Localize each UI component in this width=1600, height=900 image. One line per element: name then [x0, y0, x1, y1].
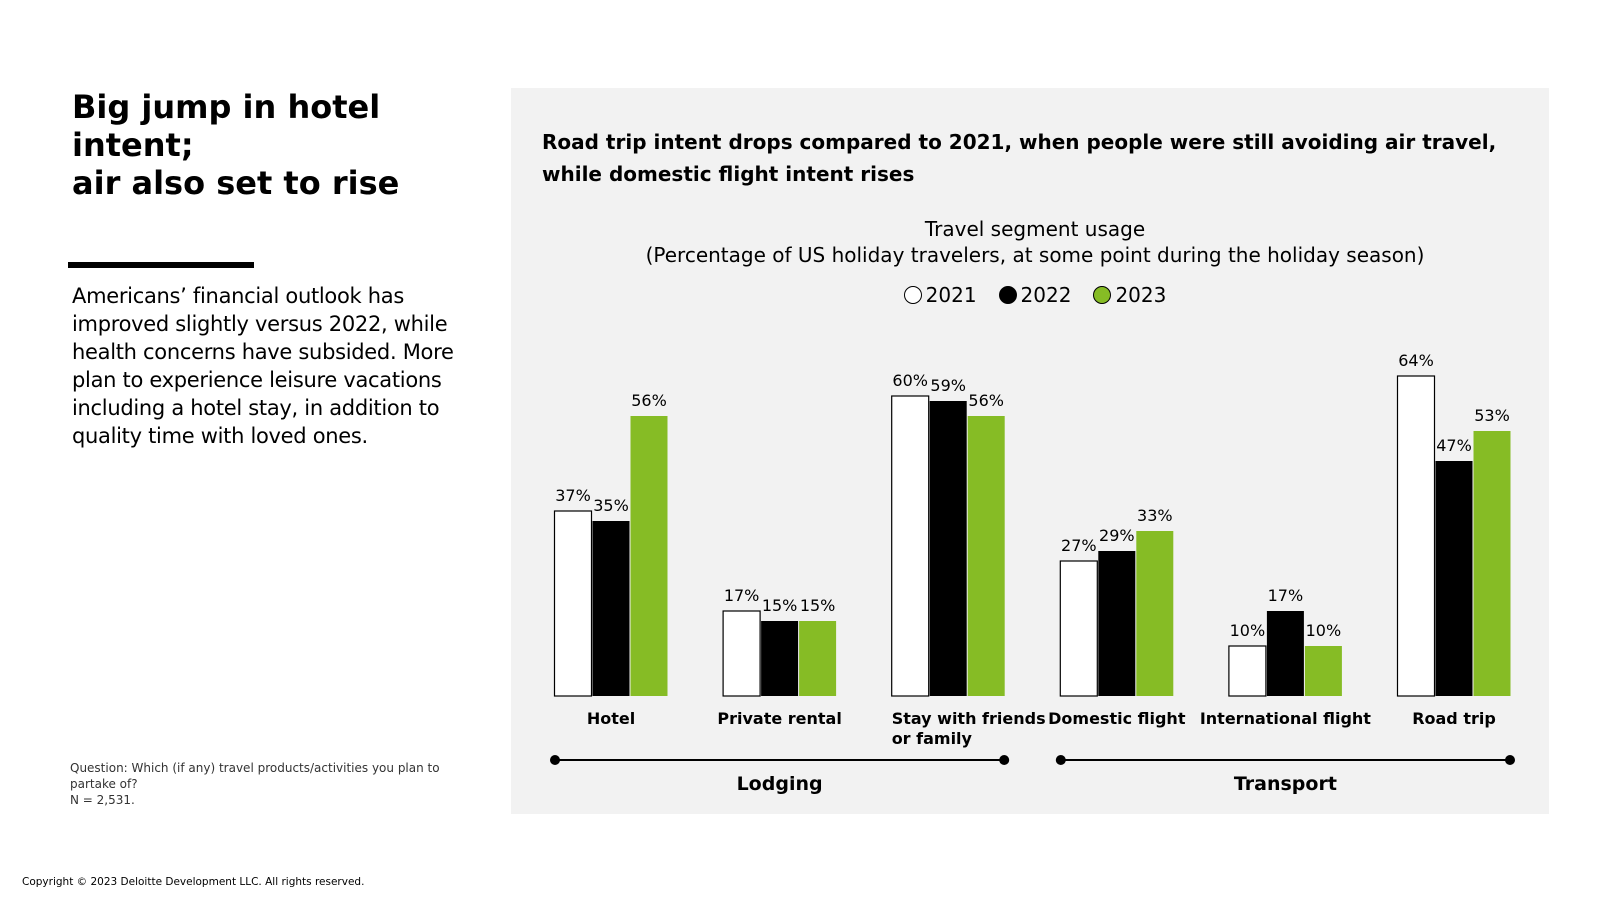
bar-stay-with-friends-or-family-2021: [891, 395, 930, 697]
category-label-road-trip: Road trip: [1412, 709, 1496, 728]
data-label-international-flight-2023: 10%: [1306, 621, 1342, 640]
chart-legend: 2021 2022 2023: [511, 283, 1559, 307]
bar-international-flight-2021: [1228, 645, 1267, 697]
group-start-dot-lodging: [550, 755, 560, 765]
data-label-domestic-flight-2021: 27%: [1061, 536, 1097, 555]
bar-stay-with-friends-or-family-2023: [967, 416, 1005, 696]
legend-swatch-2022: [998, 286, 1017, 304]
data-label-road-trip-2023: 53%: [1474, 406, 1510, 425]
data-label-private-rental-2022: 15%: [762, 596, 798, 615]
data-label-domestic-flight-2023: 33%: [1137, 506, 1173, 525]
chart-title: Travel segment usage: [924, 217, 1146, 241]
bar-road-trip-2021: [1396, 375, 1436, 697]
panel-heading: Road trip intent drops compared to 2021,…: [542, 126, 1502, 190]
bar-road-trip-2023: [1473, 431, 1511, 696]
note-sample-size: N = 2,531.: [70, 793, 135, 807]
slide-title-line1: Big jump in hotel intent;: [72, 88, 381, 164]
legend-label-2021: 2021: [925, 283, 977, 307]
question-note: Question: Which (if any) travel products…: [70, 760, 440, 808]
data-label-road-trip-2022: 47%: [1436, 436, 1472, 455]
bar-hotel-2021: [553, 510, 593, 697]
legend-label-2023: 2023: [1115, 283, 1167, 307]
data-label-international-flight-2022: 17%: [1268, 586, 1304, 605]
data-label-international-flight-2021: 10%: [1230, 621, 1266, 640]
bar-hotel-2023: [630, 416, 668, 696]
data-label-private-rental-2023: 15%: [800, 596, 836, 615]
legend-swatch-2023: [1093, 286, 1112, 304]
group-label-transport: Transport: [1234, 773, 1337, 795]
body-text: Americans’ financial outlook has improve…: [72, 284, 454, 448]
data-label-stay-with-friends-or-family-2023: 56%: [968, 391, 1004, 410]
category-label-domestic-flight: Domestic flight: [1048, 709, 1186, 728]
group-end-dot-lodging: [999, 755, 1010, 765]
group-end-dot-transport: [1505, 755, 1515, 765]
panel-heading-line2: while domestic flight intent rises: [542, 162, 915, 186]
category-label-stay-with-friends-or-family-line1: Stay with friends: [892, 709, 1046, 728]
bar-domestic-flight-2023: [1136, 531, 1174, 696]
category-label-private-rental: Private rental: [717, 709, 841, 728]
group-label-lodging: Lodging: [737, 773, 823, 795]
category-label-hotel: Hotel: [587, 709, 635, 728]
title-divider: [68, 262, 254, 268]
group-start-dot-transport: [1055, 755, 1066, 765]
data-label-stay-with-friends-or-family-2021: 60%: [892, 371, 928, 390]
legend-item-2022: 2022: [998, 283, 1072, 307]
bar-road-trip-2022: [1435, 461, 1473, 696]
bar-hotel-2022: [592, 521, 630, 696]
data-label-domestic-flight-2022: 29%: [1099, 526, 1135, 545]
data-label-stay-with-friends-or-family-2022: 59%: [930, 376, 966, 395]
legend-item-2023: 2023: [1093, 283, 1166, 307]
category-label-stay-with-friends-or-family-line2: or family: [892, 729, 973, 748]
bar-international-flight-2023: [1304, 646, 1342, 696]
slide-title: Big jump in hotel intent; air also set t…: [72, 88, 512, 202]
panel-heading-line1: Road trip intent drops compared to 2021,…: [542, 130, 1497, 154]
bar-stay-with-friends-or-family-2022: [929, 401, 967, 696]
data-label-hotel-2021: 37%: [555, 486, 591, 505]
legend-item-2021: 2021: [903, 283, 977, 307]
legend-swatch-2021: [903, 286, 922, 304]
chart-title-block: Travel segment usage (Percentage of US h…: [511, 216, 1559, 268]
data-label-hotel-2023: 56%: [631, 391, 667, 410]
copyright: Copyright © 2023 Deloitte Development LL…: [22, 876, 365, 888]
chart-panel: Road trip intent drops compared to 2021,…: [511, 88, 1549, 814]
legend-label-2022: 2022: [1020, 283, 1072, 307]
bar-private-rental-2021: [722, 610, 761, 697]
data-label-hotel-2022: 35%: [593, 496, 629, 515]
bar-domestic-flight-2021: [1059, 560, 1098, 697]
bar-private-rental-2023: [799, 621, 837, 696]
slide-title-line2: air also set to rise: [72, 164, 400, 202]
data-label-road-trip-2021: 64%: [1398, 351, 1434, 370]
chart-subtitle: (Percentage of US holiday travelers, at …: [645, 243, 1425, 267]
bar-international-flight-2022: [1266, 611, 1304, 696]
category-label-international-flight: International flight: [1200, 709, 1371, 728]
note-question: Question: Which (if any) travel products…: [70, 761, 440, 791]
bar-private-rental-2022: [761, 621, 799, 696]
bar-domestic-flight-2022: [1098, 551, 1136, 696]
data-label-private-rental-2021: 17%: [724, 586, 760, 605]
